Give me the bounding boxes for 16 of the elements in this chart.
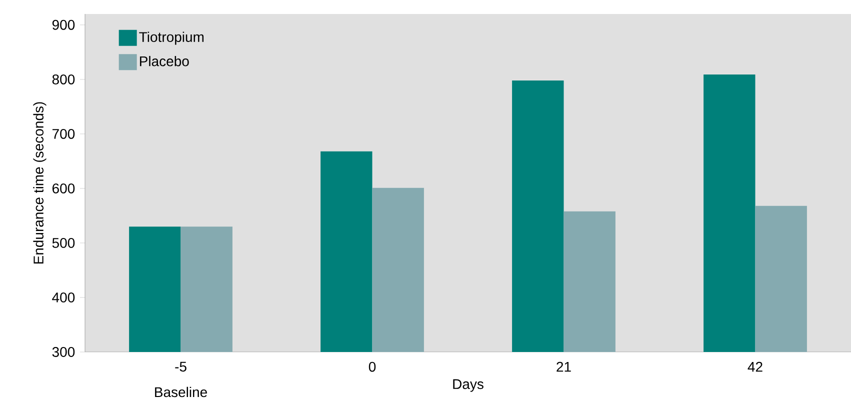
- y-tick-label: 400: [52, 292, 75, 302]
- y-tick-label: 700: [52, 128, 75, 139]
- x-tick-label: 42: [748, 362, 762, 372]
- x-tick-label: -5: [175, 362, 186, 372]
- x-axis-title: Days: [453, 379, 484, 392]
- x-tick-label: 0: [368, 362, 376, 372]
- legend-label: Tiotropium: [139, 32, 204, 45]
- text: Baseline: [155, 386, 207, 398]
- x-tick-label: 21: [556, 362, 571, 372]
- y-tick-label: 900: [52, 20, 75, 30]
- y-tick-label: 800: [52, 74, 75, 84]
- y-axis-title: Endurance time (seconds): [33, 102, 46, 264]
- y-tick-label: 500: [52, 238, 75, 248]
- y-tick-label: 600: [52, 183, 75, 194]
- y-tick-label: 300: [52, 347, 75, 357]
- legend-label: Placebo: [140, 56, 189, 66]
